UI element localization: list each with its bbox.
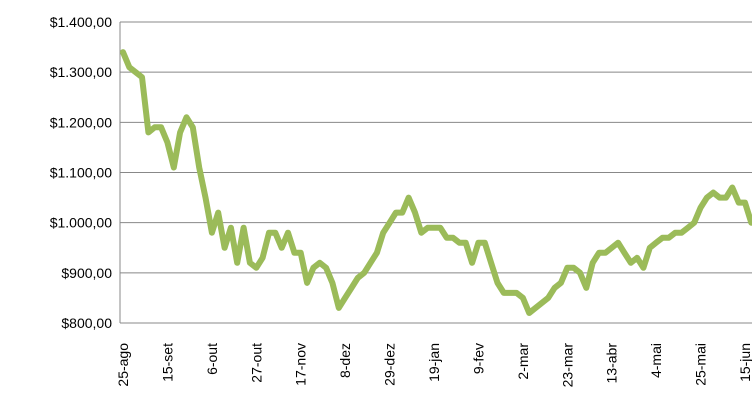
x-tick-label: 2-mar bbox=[515, 343, 531, 380]
x-tick-label: 15-jun bbox=[737, 343, 752, 382]
y-tick-label: $1.200,00 bbox=[50, 114, 112, 130]
x-tick-label: 19-jan bbox=[426, 343, 442, 382]
price-line bbox=[120, 49, 752, 316]
x-tick-label: 29-dez bbox=[382, 343, 398, 386]
y-tick-label: $800,00 bbox=[61, 315, 112, 331]
x-tick-label: 4-mai bbox=[648, 343, 664, 378]
x-tick-label: 17-nov bbox=[293, 343, 309, 386]
y-tick-label: $1.100,00 bbox=[50, 165, 112, 181]
x-tick-label: 8-dez bbox=[337, 343, 353, 378]
x-tick-label: 15-set bbox=[159, 343, 175, 382]
y-tick-label: $1.300,00 bbox=[50, 64, 112, 80]
x-tick-label: 25-mai bbox=[693, 343, 709, 386]
x-tick-label: 27-out bbox=[248, 343, 264, 383]
x-tick-label: 25-ago bbox=[115, 343, 131, 387]
x-tick-label: 13-abr bbox=[604, 343, 620, 384]
y-tick-label: $1.000,00 bbox=[50, 215, 112, 231]
y-tick-label: $1.400,00 bbox=[50, 14, 112, 30]
x-tick-label: 6-out bbox=[204, 343, 220, 375]
y-tick-label: $900,00 bbox=[61, 265, 112, 281]
x-tick-label: 23-mar bbox=[559, 343, 575, 388]
x-tick-label: 9-fev bbox=[470, 343, 486, 374]
